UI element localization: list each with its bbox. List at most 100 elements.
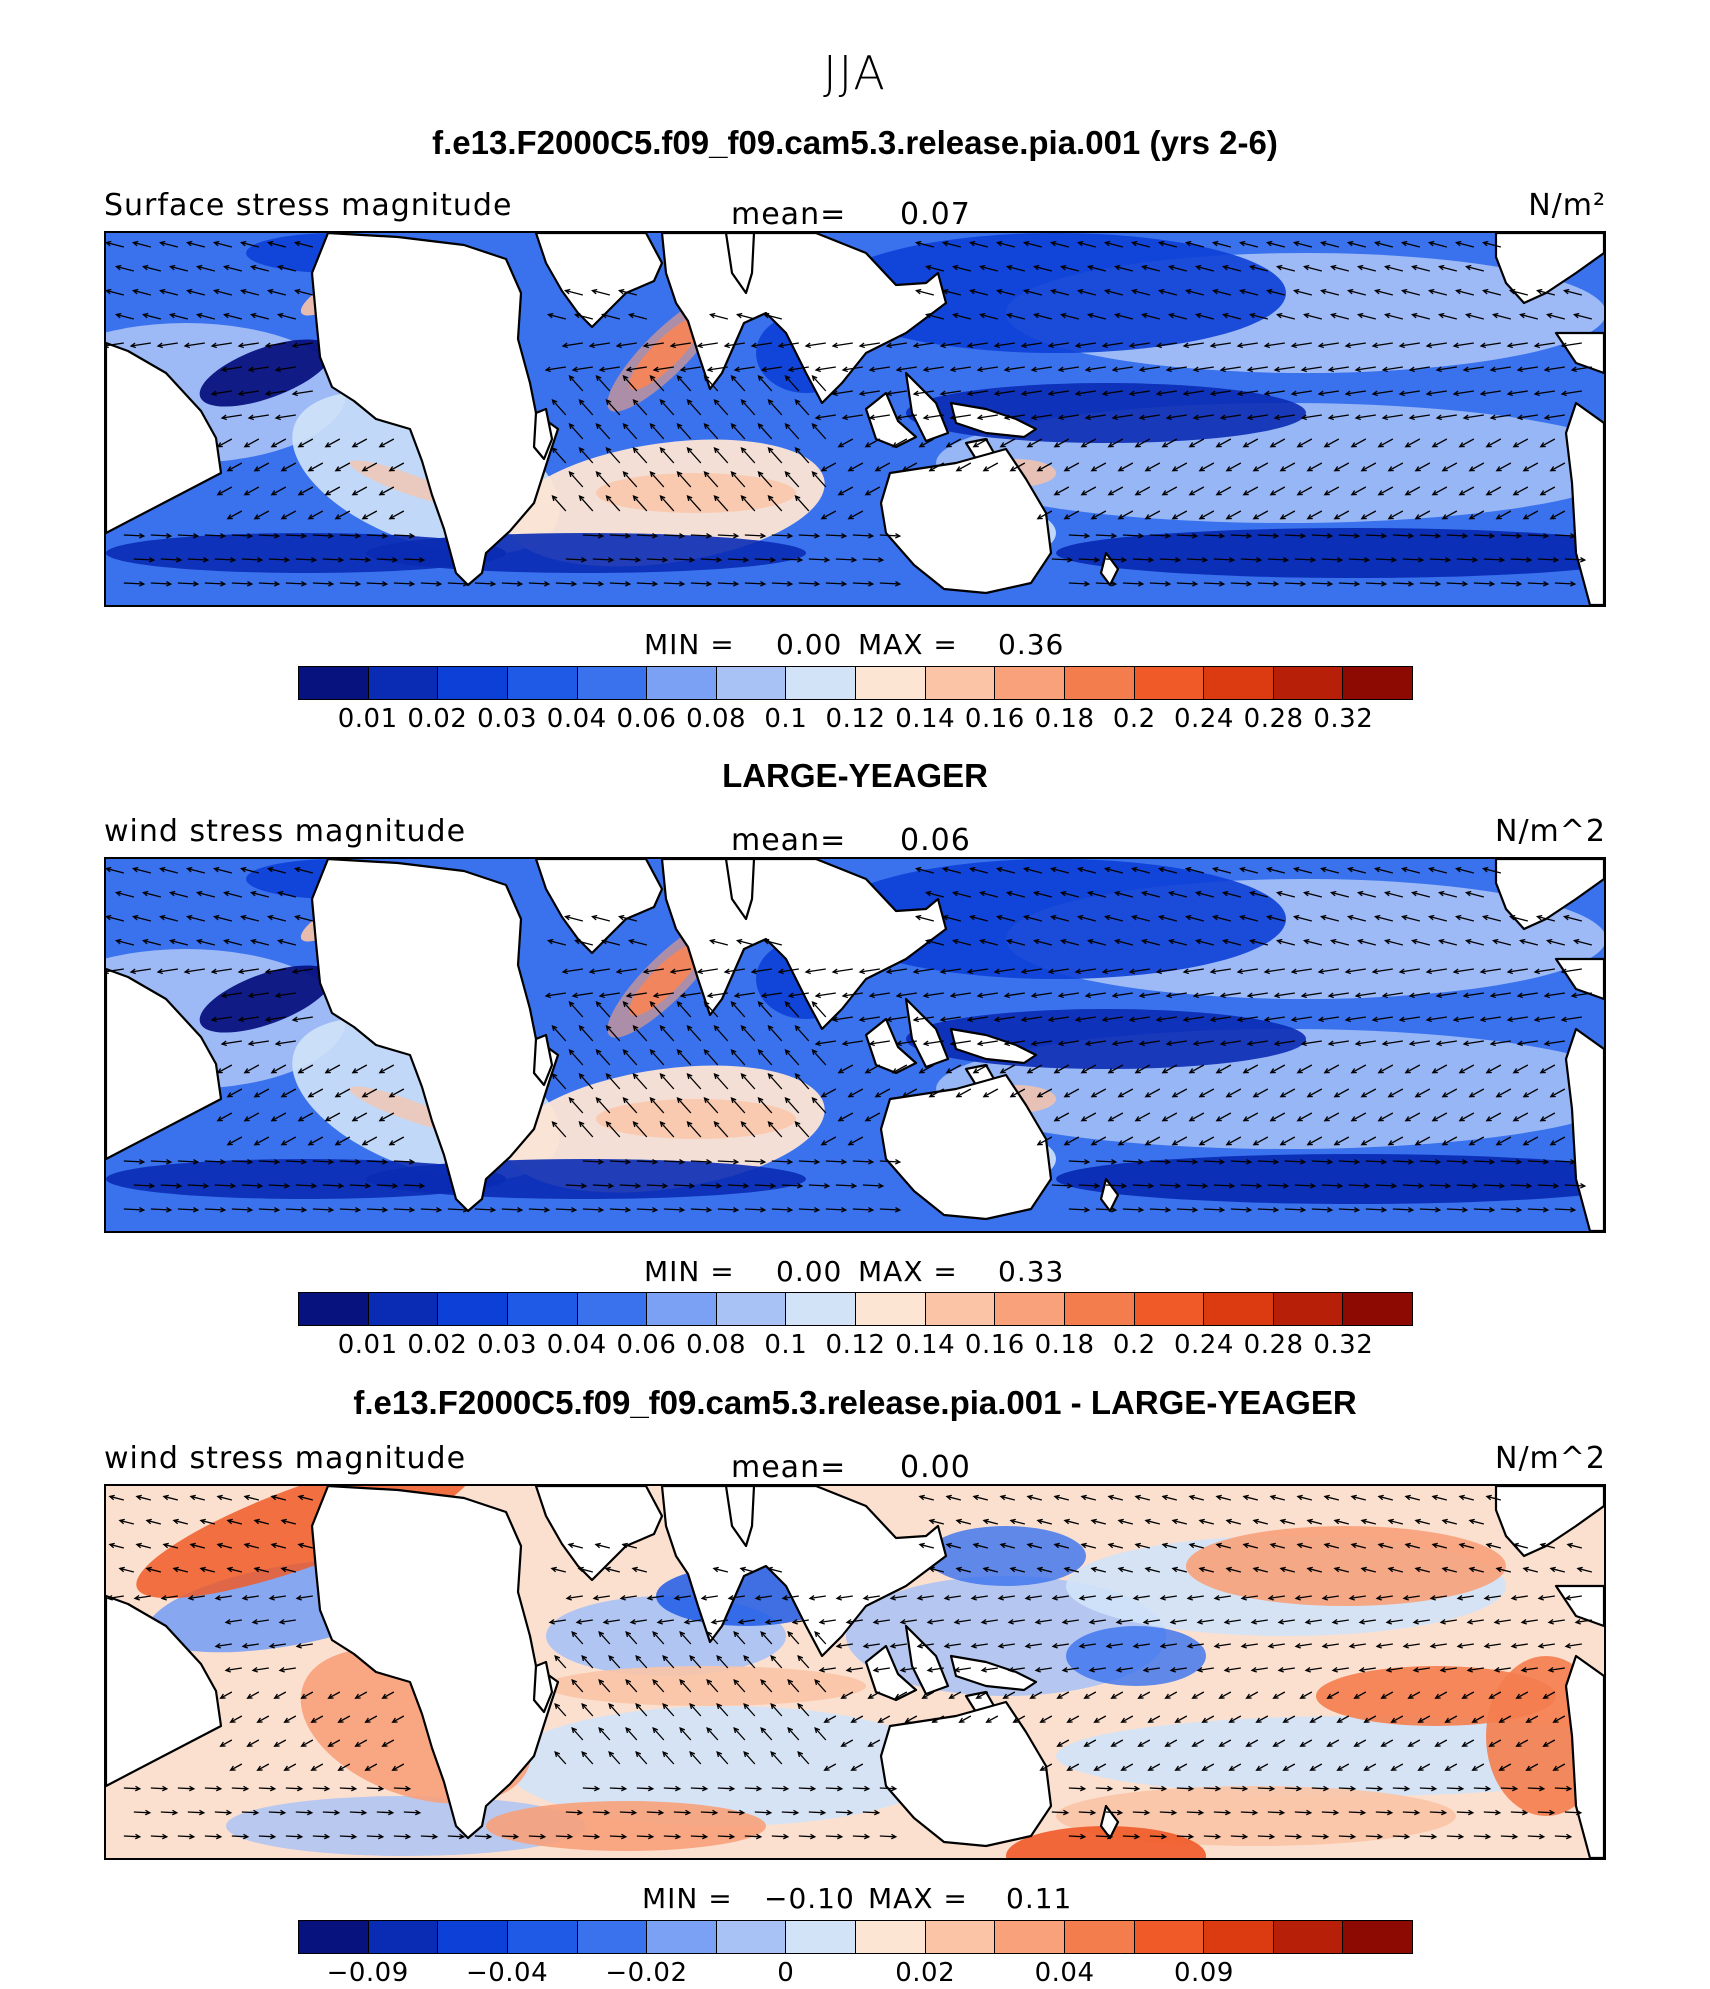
colorbar-tick-label: −0.02	[605, 1958, 688, 1988]
panel-3-colorbar	[298, 1920, 1413, 1954]
colorbar-swatch	[716, 1293, 787, 1325]
colorbar-tick-label: 0.03	[477, 1330, 538, 1360]
colorbar-swatch	[1064, 1293, 1135, 1325]
colorbar-swatch	[925, 1293, 996, 1325]
season-title: JJA	[823, 46, 887, 100]
colorbar-swatch	[577, 1921, 648, 1953]
panel-1-min-label: MIN =	[644, 628, 735, 661]
colorbar-swatch	[995, 1293, 1065, 1325]
colorbar-tick-label: −0.09	[326, 1958, 409, 1988]
colorbar-swatch	[856, 667, 926, 699]
panel-3-mean-value: 0.00	[900, 1450, 971, 1485]
colorbar-swatch	[925, 1921, 996, 1953]
colorbar-swatch	[1343, 1921, 1412, 1953]
colorbar-swatch	[507, 1293, 578, 1325]
colorbar-swatch	[647, 1921, 717, 1953]
panel-2-mean-value: 0.06	[900, 823, 971, 858]
colorbar-swatch	[1273, 1293, 1344, 1325]
colorbar-tick-label: 0.16	[964, 1330, 1025, 1360]
panel-2-colorbar-ticks: 0.01 0.02 0.03 0.04 0.06 0.08 0.1 0.12 0.14 0.16 0…	[298, 1330, 1413, 1360]
panel-2-map	[104, 857, 1606, 1233]
colorbar-tick-label: 0.1	[764, 1330, 808, 1360]
panel-1-mean-value: 0.07	[900, 197, 971, 232]
colorbar-tick-label: 0.16	[964, 704, 1025, 734]
panel-3-mean-label: mean=	[731, 1450, 847, 1485]
panel-3-title: f.e13.F2000C5.f09_f09.cam5.3.release.pia…	[353, 1384, 1357, 1421]
panel-2-units: N/m^2	[1495, 814, 1606, 849]
panel-1-mean-label: mean=	[731, 197, 847, 232]
colorbar-swatch	[1134, 1921, 1205, 1953]
colorbar-swatch	[1273, 667, 1344, 699]
colorbar-tick-label: 0.24	[1173, 704, 1234, 734]
colorbar-swatch	[577, 667, 648, 699]
colorbar-tick-label: 0.01	[337, 704, 398, 734]
colorbar-swatch	[1134, 1293, 1205, 1325]
panel-1-colorbar	[298, 666, 1413, 700]
colorbar-swatch	[1134, 667, 1205, 699]
colorbar-tick-label: 0.02	[895, 1958, 956, 1988]
colorbar-swatch	[299, 1293, 369, 1325]
colorbar-swatch	[716, 1921, 787, 1953]
colorbar-tick-label: 0.09	[1173, 1958, 1234, 1988]
colorbar-swatch	[856, 1921, 926, 1953]
colorbar-tick-label: 0.1	[764, 704, 808, 734]
colorbar-tick-label: 0.12	[825, 704, 886, 734]
colorbar-tick-label: 0.2	[1112, 1330, 1156, 1360]
panel-2-colorbar	[298, 1292, 1413, 1326]
panel-3-max-value: 0.11	[1006, 1882, 1073, 1915]
colorbar-tick-label: 0.06	[616, 704, 677, 734]
colorbar-swatch	[995, 1921, 1065, 1953]
colorbar-tick-label: 0.04	[546, 704, 607, 734]
colorbar-tick-label: 0.02	[407, 704, 468, 734]
panel-2-title: LARGE-YEAGER	[722, 757, 988, 794]
colorbar-tick-label: 0.06	[616, 1330, 677, 1360]
colorbar-swatch	[299, 1921, 369, 1953]
panel-3-variable: wind stress magnitude	[104, 1441, 467, 1476]
colorbar-swatch	[1273, 1921, 1344, 1953]
colorbar-tick-label: 0.14	[895, 1330, 956, 1360]
colorbar-swatch	[438, 1293, 508, 1325]
colorbar-swatch	[438, 1921, 508, 1953]
colorbar-swatch	[438, 667, 508, 699]
colorbar-tick-label: 0.28	[1243, 1330, 1304, 1360]
colorbar-tick-label: 0.18	[1034, 1330, 1095, 1360]
colorbar-swatch	[995, 667, 1065, 699]
colorbar-swatch	[647, 1293, 717, 1325]
panel-1-max-label: MAX =	[858, 628, 958, 661]
panel-2-min-label: MIN =	[644, 1255, 735, 1288]
colorbar-swatch	[507, 667, 578, 699]
panel-3-map	[104, 1484, 1606, 1860]
colorbar-tick-label: 0.04	[546, 1330, 607, 1360]
colorbar-swatch	[368, 1921, 439, 1953]
colorbar-swatch	[1204, 667, 1274, 699]
colorbar-tick-label: 0.12	[825, 1330, 886, 1360]
colorbar-swatch	[786, 667, 856, 699]
colorbar-tick-label: 0.24	[1173, 1330, 1234, 1360]
panel-2-map-svg	[106, 859, 1604, 1231]
colorbar-tick-label: 0.28	[1243, 704, 1304, 734]
panel-1-units: N/m²	[1528, 188, 1606, 223]
panel-2-mean-label: mean=	[731, 823, 847, 858]
colorbar-swatch	[1204, 1293, 1274, 1325]
colorbar-tick-label: 0.2	[1112, 704, 1156, 734]
colorbar-tick-label: 0.01	[337, 1330, 398, 1360]
colorbar-swatch	[507, 1921, 578, 1953]
colorbar-swatch	[647, 667, 717, 699]
panel-1-map-svg	[106, 233, 1604, 605]
colorbar-swatch	[577, 1293, 648, 1325]
colorbar-tick-label: 0.03	[477, 704, 538, 734]
panel-1-min-value: 0.00	[776, 628, 843, 661]
colorbar-tick-label: 0.08	[686, 704, 747, 734]
colorbar-tick-label: 0.08	[686, 1330, 747, 1360]
colorbar-swatch	[299, 667, 369, 699]
panel-2-variable: wind stress magnitude	[104, 814, 467, 849]
panel-3-min-value: −0.10	[764, 1882, 855, 1915]
colorbar-swatch	[716, 667, 787, 699]
panel-1-colorbar-ticks: 0.01 0.02 0.03 0.04 0.06 0.08 0.1 0.12 0.14 0.16 0…	[298, 704, 1413, 734]
colorbar-swatch	[925, 667, 996, 699]
colorbar-tick-label: 0	[777, 1958, 795, 1988]
colorbar-swatch	[1343, 1293, 1412, 1325]
colorbar-swatch	[368, 667, 439, 699]
panel-2-min-value: 0.00	[776, 1255, 843, 1288]
panel-1-variable: Surface stress magnitude	[104, 188, 513, 223]
